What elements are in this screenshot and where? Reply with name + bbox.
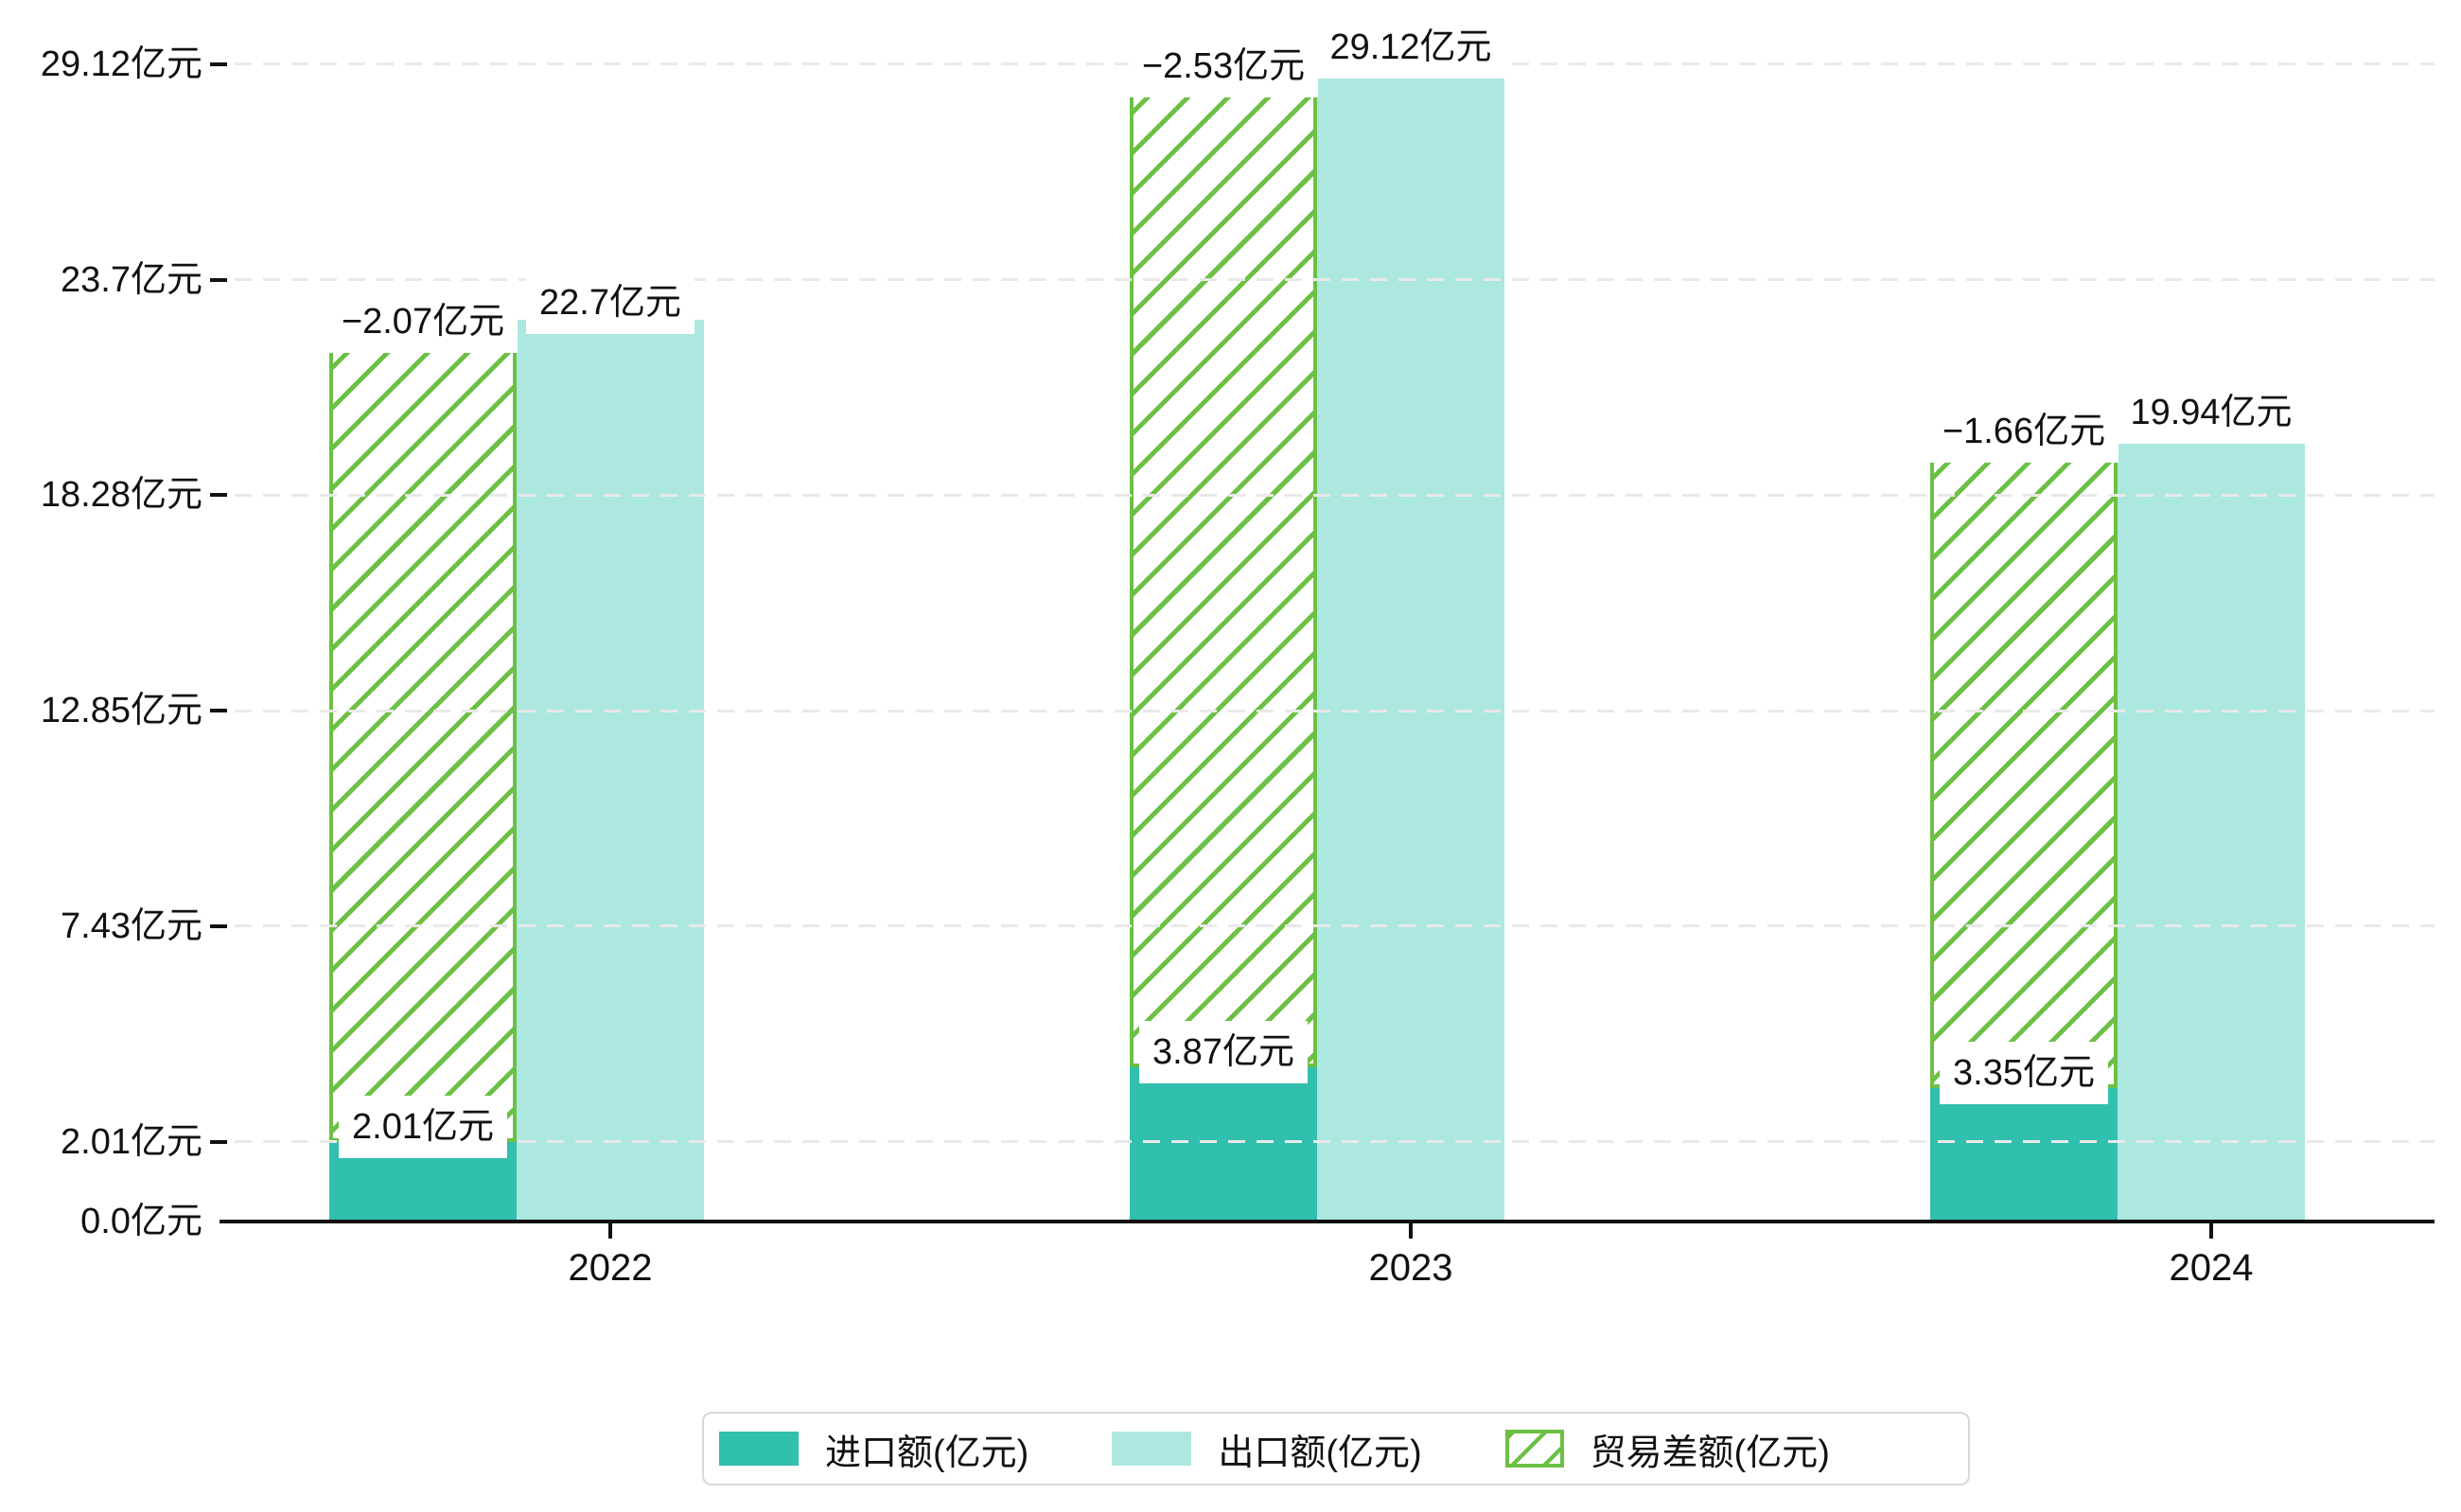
gridline (235, 493, 2435, 497)
trade-balance-value-label: −2.07亿元 (327, 290, 519, 353)
export-value-label: 19.94亿元 (2117, 380, 2306, 444)
y-tick-label: 7.43亿元 (61, 905, 202, 946)
export-bar (517, 319, 704, 1222)
trade-balance-value-label: −1.66亿元 (1928, 399, 2119, 463)
y-tick-label: 0.0亿元 (80, 1202, 202, 1241)
y-tick-label: 12.85亿元 (40, 691, 202, 731)
x-axis-line (220, 1220, 2435, 1223)
legend-label: 贸易差额(亿元) (1590, 1433, 1830, 1473)
trade-balance-bar (1930, 429, 2118, 1089)
x-axis-tick (1409, 1222, 1413, 1239)
legend-hatch-swatch-icon (1504, 1430, 1564, 1468)
gridline (235, 924, 2435, 928)
legend-item: 贸易差额(亿元) (1504, 1423, 1830, 1475)
export-bar (1317, 63, 1504, 1222)
trade-balance-bar (329, 319, 517, 1142)
import-bar (1930, 1088, 2118, 1222)
trade-balance-value-label: −2.53亿元 (1128, 34, 1319, 97)
y-axis-tick (210, 493, 227, 498)
import-value-label: 3.35亿元 (1940, 1042, 2108, 1105)
import-value-label: 2.01亿元 (339, 1095, 507, 1158)
x-tick-label: 2022 (568, 1247, 653, 1289)
y-axis-tick (210, 277, 227, 282)
legend: 进口额(亿元) 出口额(亿元) 贸易差额(亿元) (702, 1412, 1970, 1486)
y-axis-tick (210, 1139, 227, 1144)
x-tick-label: 2024 (2169, 1247, 2254, 1289)
y-axis-tick (210, 62, 227, 66)
x-axis-tick (608, 1222, 612, 1239)
trade-balance-bar (1130, 63, 1317, 1068)
gridline (235, 709, 2435, 712)
y-axis-tick (210, 923, 227, 928)
x-axis-tick (2209, 1222, 2213, 1239)
y-tick-label: 23.7亿元 (61, 259, 202, 300)
legend-label: 进口额(亿元) (825, 1433, 1029, 1473)
export-value-label: 22.7亿元 (526, 271, 694, 334)
export-bar (2118, 429, 2305, 1222)
legend-color-swatch-icon (719, 1432, 799, 1466)
x-tick-label: 2023 (1368, 1247, 1453, 1289)
legend-label: 出口额(亿元) (1218, 1433, 1422, 1473)
gridline (235, 278, 2435, 282)
y-tick-label: 29.12亿元 (40, 44, 202, 84)
gridline (235, 1140, 2435, 1144)
import-bar (1130, 1067, 1317, 1222)
import-value-label: 3.87亿元 (1139, 1021, 1308, 1084)
legend-item: 出口额(亿元) (1112, 1423, 1422, 1475)
legend-item: 进口额(亿元) (719, 1423, 1028, 1475)
export-value-label: 29.12亿元 (1316, 15, 1505, 79)
y-tick-label: 2.01亿元 (61, 1121, 202, 1162)
y-axis-tick (210, 709, 227, 713)
legend-color-swatch-icon (1112, 1432, 1192, 1466)
y-tick-label: 18.28亿元 (40, 475, 202, 516)
